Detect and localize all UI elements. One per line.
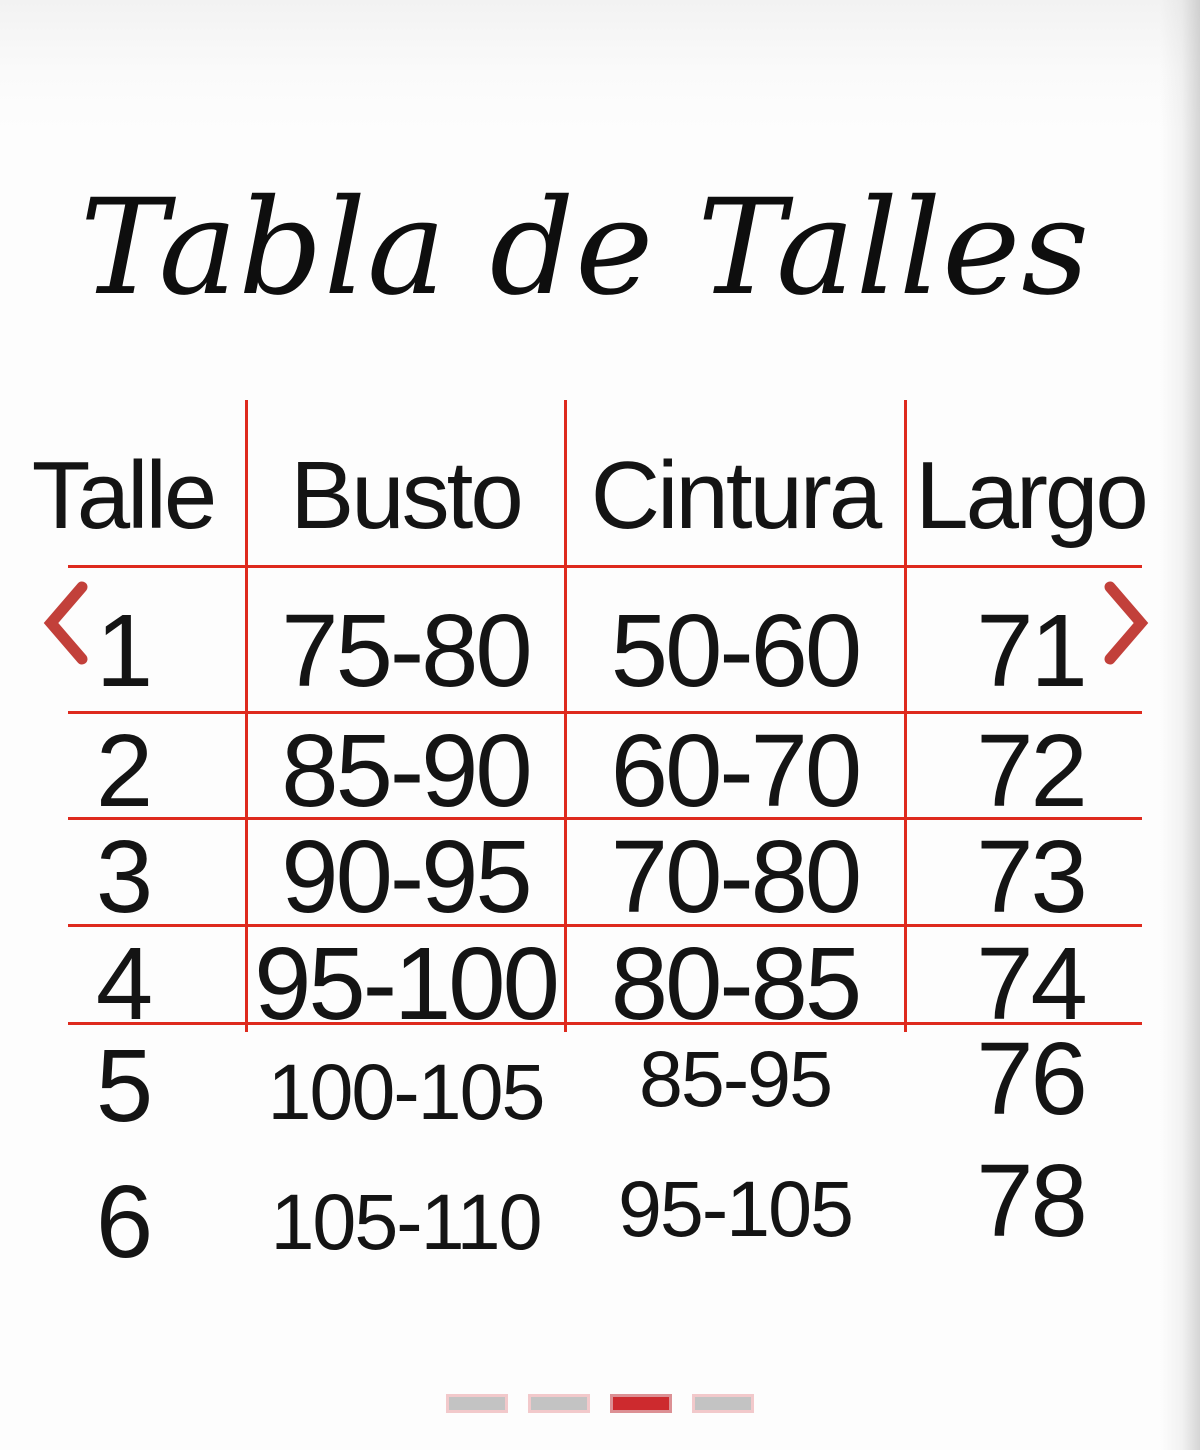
pagination-dot[interactable] [446,1394,508,1413]
cell-cintura: 85-95 [638,1033,833,1123]
grid-hline [68,817,1142,820]
table-row: 2 85-90 60-70 72 [0,712,1200,828]
cell-busto: 100-105 [267,1046,546,1136]
cell-talle: 5 [95,1027,153,1143]
cell-cintura: 80-85 [610,926,862,1041]
grid-hline [68,565,1142,568]
grid-hline [68,1022,1142,1025]
cell-talle: 2 [95,713,153,828]
grid-hline [68,711,1142,714]
cell-largo: 73 [976,819,1088,934]
cell-busto: 90-95 [281,819,532,934]
cell-talle: 3 [95,819,153,934]
pagination-dot[interactable] [528,1394,590,1413]
cell-busto: 95-100 [254,926,560,1041]
table-row: 6 105-110 95-105 78 [0,1143,1200,1283]
cell-cintura: 50-60 [610,593,862,708]
cell-busto: 85-90 [281,713,532,828]
cell-talle: 4 [95,926,153,1041]
cell-largo: 76 [976,1020,1088,1136]
cell-cintura: 70-80 [610,819,862,934]
pagination-dot[interactable] [692,1394,754,1413]
cell-largo: 74 [976,926,1088,1041]
grid-vline [564,400,567,1032]
page-title: Tabla de Talles [79,171,1091,325]
header-largo: Largo [915,442,1149,549]
table-header-row: Talle Busto Cintura Largo [0,402,1200,566]
chevron-right-icon [1100,580,1152,666]
cell-talle: 1 [95,593,153,708]
cell-cintura: 95-105 [618,1163,854,1253]
table-row: 5 100-105 85-95 76 [0,1020,1200,1148]
table-row: 1 75-80 50-60 71 [0,566,1200,712]
carousel-pagination [0,1394,1200,1413]
cell-talle: 6 [95,1163,153,1279]
header-cintura: Cintura [590,442,882,549]
grid-vline [245,400,248,1032]
table-row: 3 90-95 70-80 73 [0,818,1200,934]
cell-busto: 75-80 [281,593,532,708]
header-busto: Busto [290,442,523,549]
table-row: 4 95-100 80-85 74 [0,925,1200,1041]
cell-largo: 78 [976,1142,1088,1258]
pagination-dot[interactable] [610,1394,672,1413]
grid-hline [68,924,1142,927]
cell-cintura: 60-70 [610,713,862,828]
cell-largo: 72 [976,713,1088,828]
carousel-next-button[interactable] [1100,580,1152,666]
chevron-left-icon [40,580,92,666]
cell-largo: 71 [976,593,1088,708]
header-talle: Talle [31,442,217,549]
grid-vline [904,400,907,1032]
carousel-prev-button[interactable] [40,580,92,666]
cell-busto: 105-110 [270,1176,542,1266]
